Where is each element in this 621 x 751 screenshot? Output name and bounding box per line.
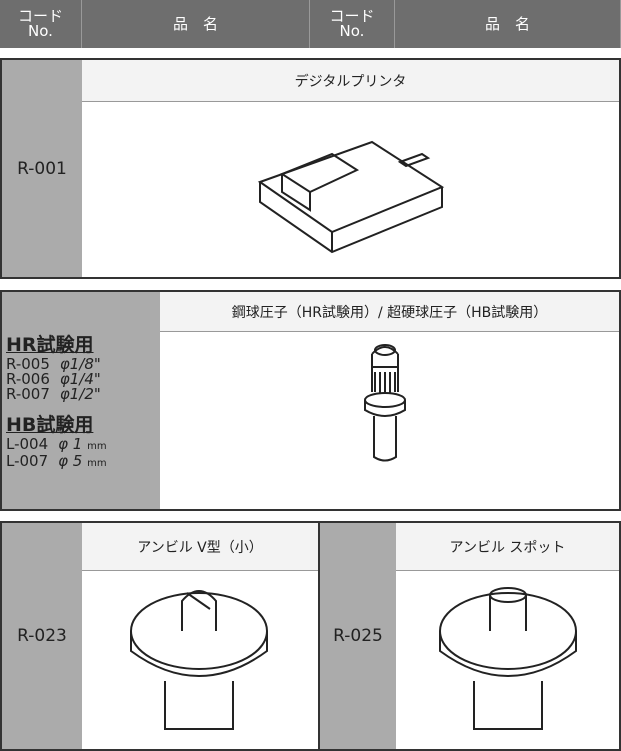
entry: R-006 φ1/4" <box>6 372 101 387</box>
indenter-image <box>364 344 406 462</box>
header-text: 品 名 <box>172 14 218 33</box>
entry-unit: mm <box>87 458 107 469</box>
entry: R-007 φ1/2" <box>6 387 101 402</box>
header-text: コード <box>329 7 375 25</box>
item-box: HR試験用 R-005 φ1/8" R-006 φ1/4" R-007 φ1/2" HB試験用… <box>0 290 621 511</box>
item-code: R-001 <box>2 60 82 277</box>
header-cell: コード No. <box>0 0 82 48</box>
group-title: HR試験用 <box>6 334 94 356</box>
entry-size-value: φ1/2" <box>59 385 101 403</box>
item-box: R-023 アンビル V型（小） R-025 アンビル スポット <box>0 521 621 751</box>
item-code: R-023 <box>2 523 82 749</box>
entry-code: L-004 <box>6 435 49 453</box>
header-text: No. <box>339 22 365 40</box>
item-name: アンビル V型（小） <box>82 523 318 571</box>
header-text: コード <box>17 7 63 25</box>
entry: R-005 φ1/8" <box>6 357 101 372</box>
header-cell: 品 名 <box>395 0 621 48</box>
printer-image <box>257 140 445 254</box>
entry: L-007 φ 5 mm <box>6 454 107 471</box>
header-text: 品 名 <box>484 14 530 33</box>
item-box: R-001 デジタルプリンタ <box>0 58 621 279</box>
entry-code: R-006 <box>6 370 50 388</box>
entry: L-004 φ 1 mm <box>6 437 107 454</box>
header-text: No. <box>28 22 53 40</box>
entry-size: φ1/4" <box>60 372 101 387</box>
item-name: デジタルプリンタ <box>82 60 619 102</box>
entry-size: φ1/8" <box>60 357 101 372</box>
entry-size-value: φ 5 <box>58 452 83 470</box>
entry-size: φ 1 mm <box>58 437 106 454</box>
group-title: HB試験用 <box>6 414 94 436</box>
item-code-list: HR試験用 R-005 φ1/8" R-006 φ1/4" R-007 φ1/2" HB試験用… <box>2 292 160 509</box>
anvil-spot-image <box>439 587 577 730</box>
header-cell: コード No. <box>310 0 395 48</box>
entry-size-value: φ1/4" <box>59 370 101 388</box>
entry-code: R-005 <box>6 355 50 373</box>
entry-size-value: φ 1 <box>58 435 83 453</box>
item-name: アンビル スポット <box>396 523 619 571</box>
entry-size: φ1/2" <box>60 387 101 402</box>
entry-code: R-007 <box>6 385 50 403</box>
item-name: 鋼球圧子（HR試験用）/ 超硬球圧子（HB試験用） <box>160 292 619 332</box>
entry-size: φ 5 mm <box>58 454 106 471</box>
header-cell: 品 名 <box>82 0 310 48</box>
entry-size-value: φ1/8" <box>59 355 101 373</box>
anvil-v-image <box>130 590 268 730</box>
entry-unit: mm <box>87 441 107 452</box>
entry-code: L-007 <box>6 452 49 470</box>
item-code: R-025 <box>318 523 396 749</box>
